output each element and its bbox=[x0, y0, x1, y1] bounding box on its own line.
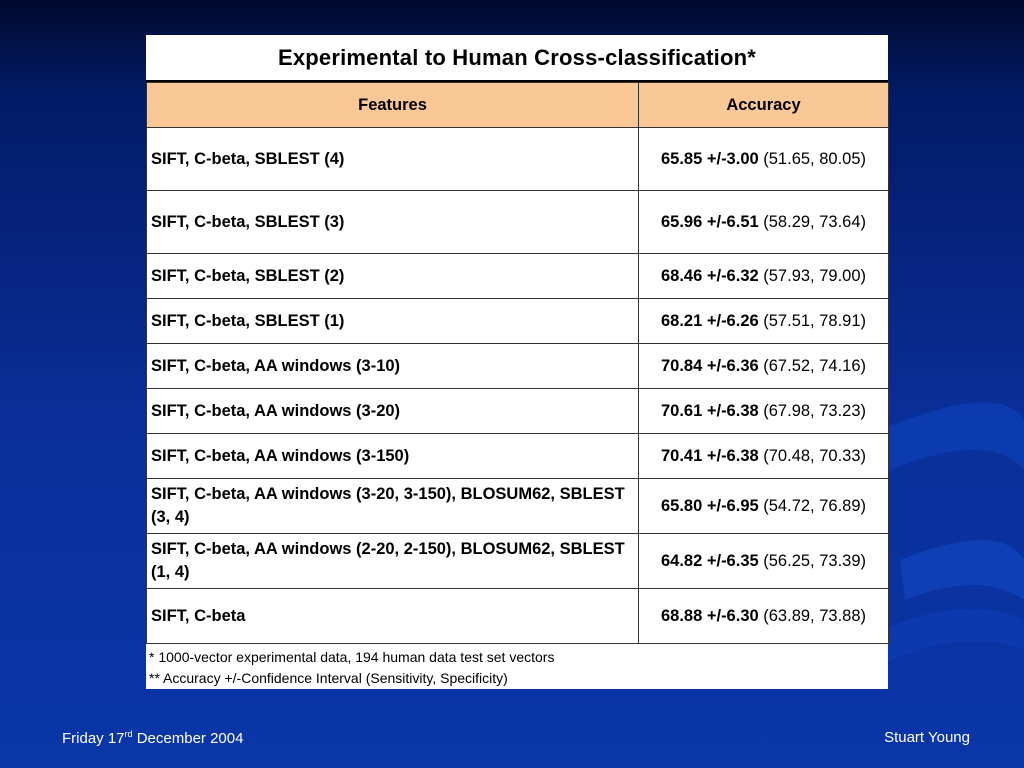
accuracy-value: 68.21 +/-6.26 bbox=[660, 311, 759, 330]
feature-cell: SIFT, C-beta, SBLEST (3) bbox=[146, 190, 639, 254]
table-row: SIFT, C-beta, AA windows (3-10) 70.84 +/… bbox=[146, 343, 889, 389]
table-row: SIFT, C-beta, AA windows (3-20) 70.61 +/… bbox=[146, 388, 889, 434]
accuracy-value: 65.96 +/-6.51 bbox=[660, 212, 759, 231]
table-row: SIFT, C-beta, SBLEST (2) 68.46 +/-6.32 (… bbox=[146, 253, 889, 299]
confidence-interval: (51.65, 80.05) bbox=[763, 149, 867, 168]
accuracy-value: 68.88 +/-6.30 bbox=[660, 606, 759, 625]
accuracy-cell: 64.82 +/-6.35 (56.25, 73.39) bbox=[638, 533, 889, 589]
accuracy-value: 65.80 +/-6.95 bbox=[660, 496, 759, 515]
footer-date-suffix: December 2004 bbox=[132, 730, 244, 747]
footer-date: Friday 17rd December 2004 bbox=[62, 729, 243, 747]
feature-cell: SIFT, C-beta, AA windows (3-20, 3-150), … bbox=[146, 478, 639, 534]
table-row: SIFT, C-beta, SBLEST (3) 65.96 +/-6.51 (… bbox=[146, 190, 889, 254]
table-row: SIFT, C-beta, AA windows (2-20, 2-150), … bbox=[146, 533, 889, 589]
accuracy-cell: 70.41 +/-6.38 (70.48, 70.33) bbox=[638, 433, 889, 479]
feature-cell: SIFT, C-beta, AA windows (3-20) bbox=[146, 388, 639, 434]
confidence-interval: (57.93, 79.00) bbox=[763, 266, 867, 285]
feature-cell: SIFT, C-beta bbox=[146, 588, 639, 644]
accuracy-cell: 65.96 +/-6.51 (58.29, 73.64) bbox=[638, 190, 889, 254]
accuracy-value: 70.84 +/-6.36 bbox=[660, 356, 759, 375]
confidence-interval: (54.72, 76.89) bbox=[763, 496, 867, 515]
accuracy-value: 68.46 +/-6.32 bbox=[660, 266, 759, 285]
accuracy-cell: 68.21 +/-6.26 (57.51, 78.91) bbox=[638, 298, 889, 344]
accuracy-cell: 68.46 +/-6.32 (57.93, 79.00) bbox=[638, 253, 889, 299]
results-table: Features Accuracy SIFT, C-beta, SBLEST (… bbox=[146, 82, 889, 644]
feature-cell: SIFT, C-beta, AA windows (2-20, 2-150), … bbox=[146, 533, 639, 589]
column-header-features: Features bbox=[146, 82, 639, 128]
feature-cell: SIFT, C-beta, AA windows (3-150) bbox=[146, 433, 639, 479]
accuracy-value: 65.85 +/-3.00 bbox=[660, 149, 759, 168]
accuracy-value: 64.82 +/-6.35 bbox=[660, 551, 759, 570]
feature-cell: SIFT, C-beta, AA windows (3-10) bbox=[146, 343, 639, 389]
table-row: SIFT, C-beta, SBLEST (4) 65.85 +/-3.00 (… bbox=[146, 127, 889, 191]
accuracy-cell: 65.80 +/-6.95 (54.72, 76.89) bbox=[638, 478, 889, 534]
column-header-accuracy: Accuracy bbox=[638, 82, 889, 128]
confidence-interval: (57.51, 78.91) bbox=[763, 311, 867, 330]
feature-cell: SIFT, C-beta, SBLEST (4) bbox=[146, 127, 639, 191]
footer-author: Stuart Young bbox=[884, 729, 970, 746]
table-row: SIFT, C-beta, AA windows (3-20, 3-150), … bbox=[146, 478, 889, 534]
accuracy-value: 70.41 +/-6.38 bbox=[660, 446, 759, 465]
footnote-2: ** Accuracy +/-Confidence Interval (Sens… bbox=[149, 670, 508, 686]
feature-cell: SIFT, C-beta, SBLEST (2) bbox=[146, 253, 639, 299]
accuracy-cell: 70.84 +/-6.36 (67.52, 74.16) bbox=[638, 343, 889, 389]
table-title: Experimental to Human Cross-classificati… bbox=[146, 35, 888, 82]
table-notes: * 1000-vector experimental data, 194 hum… bbox=[146, 644, 888, 689]
confidence-interval: (70.48, 70.33) bbox=[763, 446, 867, 465]
table-row: SIFT, C-beta, SBLEST (1) 68.21 +/-6.26 (… bbox=[146, 298, 889, 344]
confidence-interval: (67.98, 73.23) bbox=[763, 401, 867, 420]
header-row: Features Accuracy bbox=[146, 82, 889, 128]
accuracy-cell: 65.85 +/-3.00 (51.65, 80.05) bbox=[638, 127, 889, 191]
feature-cell: SIFT, C-beta, SBLEST (1) bbox=[146, 298, 639, 344]
confidence-interval: (63.89, 73.88) bbox=[763, 606, 867, 625]
confidence-interval: (56.25, 73.39) bbox=[763, 551, 867, 570]
table-row: SIFT, C-beta 68.88 +/-6.30 (63.89, 73.88… bbox=[146, 588, 889, 644]
footer-date-sup: rd bbox=[124, 729, 133, 739]
footer-date-prefix: Friday 17 bbox=[62, 730, 125, 747]
footnote-1: * 1000-vector experimental data, 194 hum… bbox=[149, 649, 555, 665]
confidence-interval: (67.52, 74.16) bbox=[763, 356, 867, 375]
confidence-interval: (58.29, 73.64) bbox=[763, 212, 867, 231]
table-row: SIFT, C-beta, AA windows (3-150) 70.41 +… bbox=[146, 433, 889, 479]
table-card: Experimental to Human Cross-classificati… bbox=[146, 35, 889, 689]
accuracy-value: 70.61 +/-6.38 bbox=[660, 401, 759, 420]
accuracy-cell: 68.88 +/-6.30 (63.89, 73.88) bbox=[638, 588, 889, 644]
accuracy-cell: 70.61 +/-6.38 (67.98, 73.23) bbox=[638, 388, 889, 434]
